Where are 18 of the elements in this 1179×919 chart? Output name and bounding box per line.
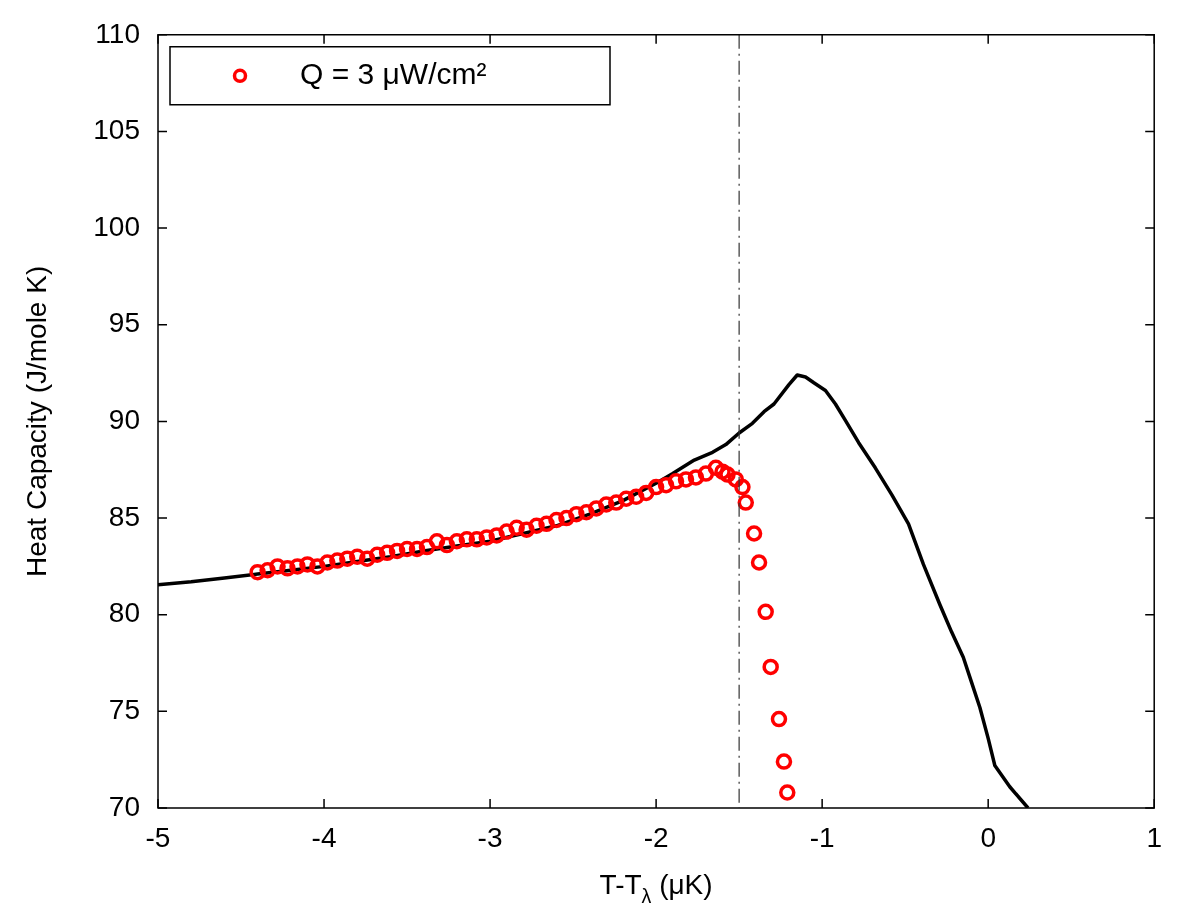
legend-label: Q = 3 μW/cm²: [300, 57, 487, 91]
x-tick-label: -1: [809, 821, 835, 853]
y-tick-label: 95: [108, 307, 140, 339]
y-tick-label: 105: [93, 114, 140, 146]
y-tick-label: 70: [108, 790, 140, 822]
y-tick-label: 100: [93, 210, 140, 242]
x-tick-label: -4: [311, 821, 337, 853]
y-tick-label: 110: [95, 17, 140, 49]
y-tick-label: 85: [108, 500, 140, 532]
x-tick-label: 1: [1146, 821, 1162, 853]
x-tick-label: -3: [477, 821, 503, 853]
x-tick-label: -5: [145, 821, 171, 853]
x-tick-label: 0: [980, 821, 996, 853]
y-tick-label: 80: [108, 597, 140, 629]
x-tick-label: -2: [643, 821, 669, 853]
y-tick-label: 75: [108, 694, 140, 726]
y-tick-label: 90: [108, 404, 140, 436]
y-axis-title: Heat Capacity (J/mole K): [20, 265, 52, 578]
